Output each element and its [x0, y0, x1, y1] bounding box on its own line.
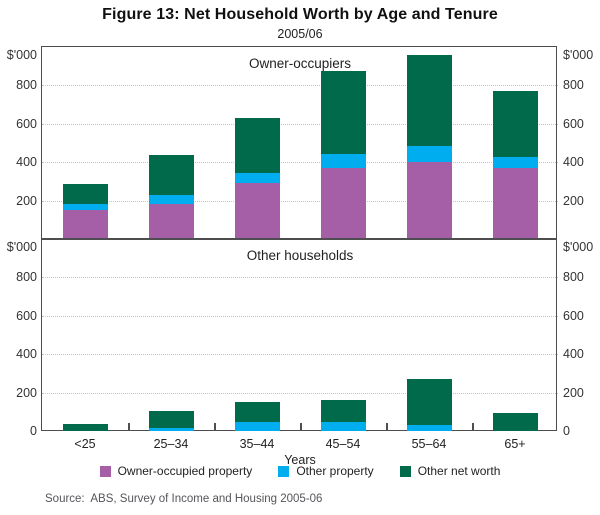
- bar-segment: [234, 172, 280, 184]
- y-tick-label: 200: [563, 385, 584, 400]
- bar-segment: [148, 410, 194, 429]
- x-axis-tick: [128, 423, 130, 431]
- gridline: [42, 123, 558, 125]
- bar-segment: [148, 428, 194, 431]
- source-note: Source: ABS, Survey of Income and Housin…: [45, 493, 323, 505]
- y-tick-label: 0: [30, 424, 37, 438]
- bar-segment: [320, 167, 366, 239]
- bar-segment: [234, 422, 280, 431]
- legend-label: Owner-occupied property: [117, 464, 253, 478]
- legend-label: Other property: [296, 464, 374, 478]
- x-axis-tick: [214, 423, 216, 431]
- y-axis-unit-label: $'000: [563, 48, 594, 62]
- y-tick-label: 200: [16, 193, 37, 208]
- bar-segment: [320, 422, 366, 431]
- bar-segment: [234, 402, 280, 423]
- bar-segment: [406, 162, 452, 239]
- y-tick-label: 0: [563, 424, 570, 438]
- gridline: [42, 162, 558, 164]
- legend-item: Owner-occupied property: [99, 464, 253, 478]
- y-axis-unit-label: $'000: [6, 48, 37, 62]
- bar-segment: [148, 194, 194, 205]
- x-axis-title: Years: [284, 453, 316, 467]
- legend-item: Other property: [278, 464, 374, 478]
- y-tick-label: 400: [16, 347, 37, 362]
- panel-divider: [41, 238, 557, 240]
- bar-segment: [62, 210, 108, 239]
- y-tick-label: 200: [16, 385, 37, 400]
- x-axis-tick: [300, 423, 302, 431]
- legend-swatch-icon: [99, 465, 111, 477]
- legend-item: Other net worth: [399, 464, 501, 478]
- x-axis-tick: [386, 423, 388, 431]
- gridline: [42, 392, 558, 394]
- bar-segment: [234, 183, 280, 239]
- bar-segment: [492, 91, 538, 158]
- y-tick-label: 600: [563, 116, 584, 131]
- legend-swatch-icon: [399, 465, 411, 477]
- x-tick-label: 45–54: [325, 437, 361, 451]
- gridline: [42, 277, 558, 279]
- y-tick-label: 800: [16, 78, 37, 93]
- bar-segment: [320, 153, 366, 168]
- x-tick-label: 55–64: [411, 437, 447, 451]
- legend-label: Other net worth: [417, 464, 501, 478]
- y-tick-label: 600: [563, 308, 584, 323]
- bar-segment: [406, 54, 452, 146]
- gridline: [42, 354, 558, 356]
- panel-label: Other households: [246, 248, 354, 263]
- bar-segment: [148, 204, 194, 239]
- y-tick-label: 400: [16, 155, 37, 170]
- y-tick-label: 800: [563, 78, 584, 93]
- gridline: [42, 200, 558, 202]
- y-axis-unit-label: $'000: [563, 240, 594, 254]
- bar-segment: [62, 184, 108, 205]
- bar-segment: [492, 157, 538, 168]
- x-axis-tick: [472, 423, 474, 431]
- y-tick-label: 600: [16, 116, 37, 131]
- x-tick-label: 35–44: [239, 437, 275, 451]
- y-tick-label: 400: [563, 155, 584, 170]
- y-tick-label: 200: [563, 193, 584, 208]
- bar-segment: [62, 424, 108, 431]
- x-tick-label: 65+: [504, 437, 526, 451]
- bar-segment: [406, 425, 452, 431]
- bar-segment: [492, 412, 538, 431]
- bar-segment: [406, 379, 452, 426]
- legend: Owner-occupied property Other property Oth…: [0, 464, 600, 478]
- y-tick-label: 400: [563, 347, 584, 362]
- bar-segment: [492, 167, 538, 239]
- chart-subtitle: 2005/06: [277, 27, 323, 41]
- panel-label: Owner-occupiers: [248, 56, 352, 71]
- bar-segment: [62, 204, 108, 211]
- gridline: [42, 315, 558, 317]
- y-tick-label: 600: [16, 308, 37, 323]
- gridline: [42, 85, 558, 87]
- chart-title: Figure 13: Net Household Worth by Age an…: [102, 6, 498, 23]
- bar-segment: [148, 154, 194, 195]
- y-tick-label: 800: [563, 270, 584, 285]
- x-tick-label: 25–34: [153, 437, 189, 451]
- bar-segment: [320, 71, 366, 154]
- x-tick-label: <25: [74, 437, 96, 451]
- bar-segment: [406, 145, 452, 163]
- bar-segment: [320, 400, 366, 423]
- y-axis-unit-label: $'000: [6, 240, 37, 254]
- bar-segment: [234, 118, 280, 173]
- legend-swatch-icon: [278, 465, 290, 477]
- y-tick-label: 800: [16, 270, 37, 285]
